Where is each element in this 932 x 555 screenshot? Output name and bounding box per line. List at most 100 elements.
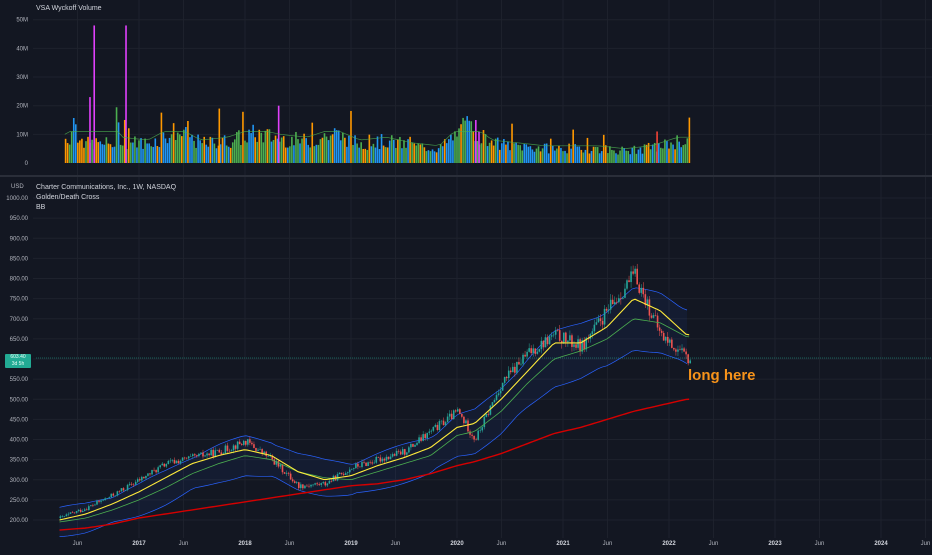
candle-body bbox=[475, 439, 477, 441]
candle-body bbox=[540, 340, 543, 350]
price-y-tick: 950.00 bbox=[10, 216, 29, 222]
candle-body bbox=[96, 500, 98, 505]
candle-body bbox=[348, 469, 351, 473]
volume-bar bbox=[252, 124, 254, 163]
candle-body bbox=[520, 363, 522, 365]
bb-label[interactable]: BB bbox=[36, 204, 46, 211]
candle-body bbox=[444, 422, 447, 426]
volume-bar bbox=[301, 138, 303, 163]
volume-bar bbox=[660, 147, 662, 163]
volume-spike-bar bbox=[93, 25, 96, 164]
volume-bar bbox=[511, 123, 513, 163]
candle-body bbox=[153, 469, 155, 471]
candle-body bbox=[489, 405, 492, 415]
candle-body bbox=[65, 514, 68, 517]
volume-bar bbox=[189, 137, 191, 163]
price-y-tick: 750.00 bbox=[10, 297, 29, 303]
bollinger-fill bbox=[59, 287, 688, 537]
price-y-axis: 1000.00 950.00 900.00 850.00 800.00 750.00 700… bbox=[6, 196, 28, 524]
volume-bar bbox=[517, 144, 519, 163]
candle-body bbox=[155, 470, 157, 473]
golden-death-cross-label[interactable]: Golden/Death Cross bbox=[36, 194, 100, 201]
volume-bar bbox=[132, 142, 134, 163]
volume-bar bbox=[498, 149, 501, 163]
candle-body bbox=[595, 322, 598, 325]
volume-bar bbox=[178, 134, 181, 163]
candle-body bbox=[369, 462, 371, 463]
volume-bar bbox=[172, 123, 175, 163]
volume-bar bbox=[191, 134, 193, 163]
candle-body bbox=[658, 327, 661, 331]
candle-body bbox=[357, 463, 359, 467]
volume-bar bbox=[513, 143, 515, 163]
volume-bar bbox=[419, 144, 422, 163]
candle-body bbox=[491, 402, 494, 406]
candle-body bbox=[114, 495, 117, 497]
grid bbox=[33, 0, 932, 538]
volume-bar bbox=[684, 144, 687, 163]
candle-body bbox=[298, 482, 300, 489]
candle-body bbox=[536, 351, 539, 354]
volume-bar bbox=[195, 147, 197, 163]
candle-body bbox=[675, 349, 677, 352]
candle-body bbox=[422, 434, 424, 441]
candle-body bbox=[542, 340, 545, 348]
price-y-tick: 400.00 bbox=[10, 438, 29, 444]
volume-bar bbox=[193, 140, 195, 163]
candle-body bbox=[412, 443, 414, 447]
candle-body bbox=[204, 455, 206, 457]
volume-bar bbox=[333, 128, 336, 163]
candle-body bbox=[365, 462, 367, 466]
volume-bar bbox=[138, 140, 140, 163]
volume-bar bbox=[221, 137, 224, 163]
volume-bar bbox=[680, 147, 683, 163]
volume-y-tick: 30M bbox=[16, 75, 28, 81]
symbol-label[interactable]: Charter Communications, Inc., 1W, NASDAQ bbox=[36, 184, 177, 191]
candle-body bbox=[259, 449, 261, 450]
volume-bar bbox=[140, 138, 142, 163]
candle-body bbox=[179, 460, 182, 464]
candle-body bbox=[198, 453, 200, 457]
volume-bar bbox=[429, 151, 432, 163]
candle-body bbox=[479, 430, 482, 431]
x-tick: 2019 bbox=[344, 541, 358, 547]
volume-bar bbox=[286, 147, 289, 163]
volume-bar bbox=[397, 139, 399, 163]
candle-body bbox=[255, 447, 257, 451]
candle-body bbox=[483, 416, 486, 428]
candle-body bbox=[249, 439, 251, 443]
ma-medium-line bbox=[59, 318, 690, 523]
volume-bar bbox=[423, 147, 426, 163]
volume-bar bbox=[352, 144, 354, 163]
candle-body bbox=[416, 442, 418, 445]
last-price-badge: 603.40 3d 5h bbox=[5, 354, 31, 368]
candle-body bbox=[528, 348, 530, 352]
volume-bar bbox=[445, 143, 448, 163]
volume-bar bbox=[174, 140, 177, 163]
volume-bar bbox=[399, 136, 401, 163]
candle-body bbox=[340, 472, 343, 474]
candle-body bbox=[544, 337, 547, 348]
volume-bar bbox=[299, 143, 301, 163]
volume-bar bbox=[260, 132, 263, 163]
volume-bar bbox=[74, 124, 77, 163]
volume-indicator-label[interactable]: VSA Wyckoff Volume bbox=[36, 5, 102, 12]
volume-bar bbox=[592, 146, 595, 163]
candle-body bbox=[271, 455, 274, 460]
volume-bar bbox=[236, 132, 238, 163]
candle-body bbox=[418, 437, 420, 443]
candle-body bbox=[652, 315, 655, 318]
candle-body bbox=[569, 335, 571, 341]
volume-bar bbox=[79, 140, 81, 163]
bollinger-lower bbox=[59, 350, 688, 538]
volume-bar bbox=[152, 146, 155, 163]
volume-bar bbox=[111, 147, 114, 163]
volume-bar bbox=[468, 120, 471, 163]
candle-body bbox=[638, 284, 641, 293]
candle-body bbox=[94, 504, 96, 506]
volume-bar bbox=[250, 133, 252, 163]
volume-bar bbox=[439, 144, 442, 163]
volume-bar bbox=[566, 153, 568, 163]
